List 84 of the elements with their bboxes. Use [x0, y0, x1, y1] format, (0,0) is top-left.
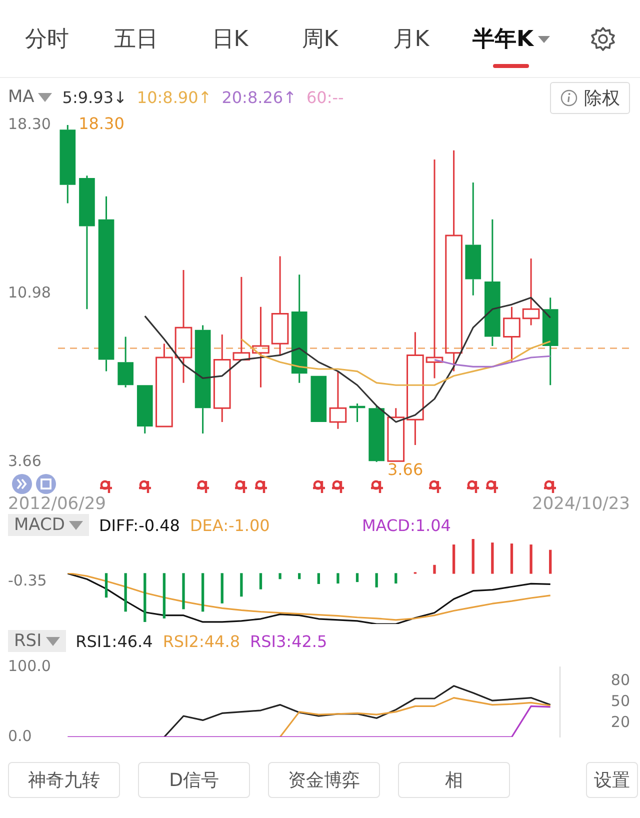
annotation: 3.66 — [387, 460, 424, 480]
candlestick — [60, 124, 76, 204]
bar — [240, 573, 243, 597]
y-tick-label: 18.30 — [8, 114, 51, 133]
bar — [491, 542, 494, 574]
candlestick — [156, 342, 173, 428]
candlestick — [98, 196, 114, 372]
text: 相 — [445, 769, 463, 792]
bar — [356, 573, 359, 582]
text: -0.35 — [8, 571, 47, 590]
bar — [375, 573, 378, 588]
bar — [220, 573, 224, 604]
text: 分时 — [25, 27, 69, 52]
candlestick — [271, 255, 289, 356]
text: RSI2:44.8 — [162, 632, 240, 650]
y2-tick-label: 50 — [610, 692, 630, 710]
chart-title: MA — [8, 87, 34, 107]
text: 2024/10/23 — [532, 494, 630, 514]
text: 5:9.93↓ — [62, 88, 127, 106]
bar — [124, 573, 127, 612]
y2-tick-label: 80 — [610, 670, 630, 689]
candlestick — [426, 158, 444, 379]
candlestick — [387, 407, 405, 462]
y-tick-label: 0.0 — [8, 726, 32, 745]
bar — [549, 550, 552, 574]
text: RSI1:46.4 — [76, 632, 153, 650]
candlestick — [291, 274, 308, 384]
text: DIFF:-0.48 — [98, 516, 180, 534]
candlestick — [79, 174, 95, 310]
text: 半年K — [472, 27, 534, 52]
chart-title: MACD — [14, 515, 65, 535]
text: 2012/06/29 — [8, 494, 106, 514]
bar — [259, 573, 262, 590]
candlestick — [252, 306, 270, 388]
text: 20:8.26↑ — [222, 88, 296, 106]
text: RSI3:42.5 — [250, 632, 328, 650]
candlestick — [503, 306, 520, 363]
bar — [433, 564, 436, 574]
bar — [144, 573, 146, 622]
text: 月K — [392, 27, 430, 52]
candlestick — [465, 182, 482, 296]
text: 神奇九转 — [28, 769, 100, 792]
bar — [472, 539, 474, 574]
text: 资金博弈 — [288, 769, 360, 792]
bar — [201, 573, 204, 612]
text: 周K — [302, 27, 338, 52]
candlestick — [542, 296, 558, 386]
legend-label: 60:-- — [306, 88, 344, 106]
text: 五日 — [114, 27, 158, 52]
annotation: 18.30 — [78, 114, 124, 134]
bar — [336, 573, 340, 584]
candlestick — [522, 258, 540, 326]
bar — [182, 573, 185, 610]
candlestick — [118, 336, 134, 388]
text: DEA:-1.00 — [190, 516, 270, 534]
text: 10:8.90↑ — [136, 88, 212, 106]
bar — [452, 544, 456, 574]
candlestick — [213, 334, 231, 423]
text: 设置 — [594, 769, 630, 792]
y-tick-label: 100.0 — [8, 656, 51, 675]
text: 除权 — [584, 87, 620, 110]
candlestick — [194, 324, 211, 434]
bar — [104, 573, 108, 598]
bar — [298, 573, 301, 580]
series-label: MACD:1.04 — [362, 516, 451, 534]
bar — [394, 573, 398, 584]
bar — [530, 544, 532, 574]
candlestick — [406, 331, 424, 446]
y-tick-label: 10.98 — [8, 283, 51, 302]
text: 日K — [212, 27, 248, 52]
y2-tick-label: 20 — [610, 712, 630, 731]
candlestick — [484, 218, 500, 347]
candlestick — [445, 150, 462, 372]
bar — [278, 573, 282, 580]
bar — [510, 544, 514, 574]
candlestick — [232, 276, 250, 361]
chart-title: RSI — [14, 631, 42, 651]
bar — [162, 573, 166, 618]
candlestick — [136, 385, 153, 434]
candlestick — [329, 370, 347, 430]
bar — [317, 573, 320, 584]
candlestick — [174, 269, 192, 384]
y-tick-label: 3.66 — [8, 452, 42, 470]
text: D信号 — [169, 769, 219, 792]
